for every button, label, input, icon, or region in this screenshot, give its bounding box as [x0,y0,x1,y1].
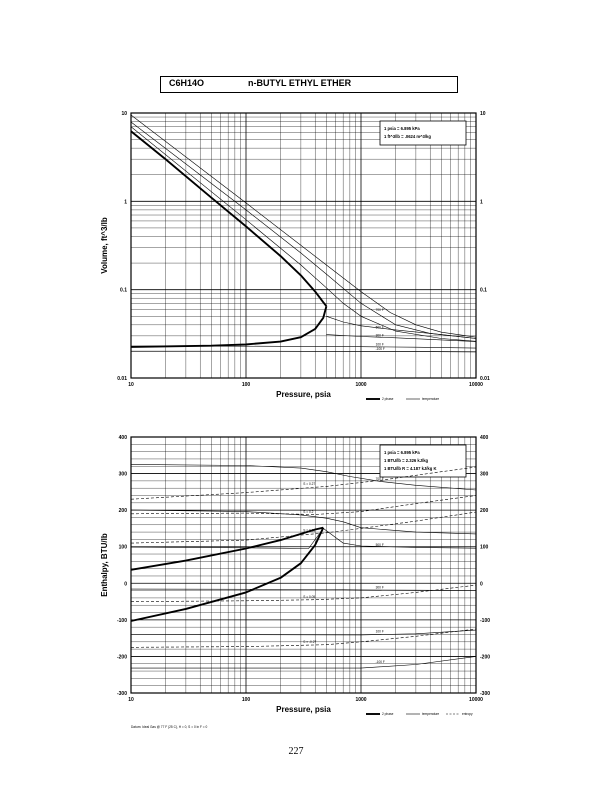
y-axis-label: Enthalpy, BTU/lb [100,533,109,597]
isotherm-label: 500 F [376,543,384,547]
entropy-label: S = 0.27 [303,482,315,486]
y-tick-label: 200 [119,508,128,514]
x-tick-label: 10000 [469,697,483,703]
y-tick-label: 0.01 [117,376,127,382]
isotherm-line [130,509,477,535]
isotherm-line [326,334,477,342]
x-tick-label: 10 [128,382,134,388]
isotherm-line [130,464,477,491]
y-tick-label-right: 400 [480,435,489,441]
x-tick-label: 10000 [469,382,483,388]
isotherm-line [130,121,477,339]
two-phase-liquid-line [130,527,325,622]
isotherm-line [131,656,477,669]
two-phase-vapor-line [130,526,324,571]
y-tick-label-right: 200 [480,508,489,514]
footnote: Datum: Ideal Gas @ 77 F (25 C), H = 0, S… [131,725,208,729]
title-box: C6H14O n-BUTYL ETHYL ETHER [160,76,458,93]
y-tick-label-right: 10 [480,111,486,117]
y-tick-label: 400 [119,435,128,441]
entropy-line [130,466,477,500]
isotherm-line [131,350,477,353]
entropy-label: S = 0.05 [303,595,315,599]
legend-entry: 2 phase [382,712,394,716]
entropy-line [130,584,477,602]
y-tick-label: 100 [119,545,128,551]
y-tick-label-right: 300 [480,472,489,478]
y-tick-label-right: 1 [480,199,483,205]
entropy-line [130,511,477,544]
conversion-text: 1 BTU/lb = 2.326 kJ/kg [384,458,429,463]
entropy-line [130,495,477,515]
isotherm-label: 700 F [376,477,384,481]
y-tick-label: 0.1 [120,288,127,294]
plot-frame [130,112,477,379]
isotherm-label: 300 F [376,333,384,337]
isotherm-line [130,629,477,636]
isotherm-label: 300 F [376,586,384,590]
legend-entry: 2 phase [382,397,394,401]
y-tick-label: -300 [117,691,127,697]
conversion-box [379,120,467,146]
legend-entry: entropy [462,712,473,716]
isotherm-label: -100 F [376,660,385,664]
x-axis-label: Pressure, psia [276,390,331,399]
y-tick-label: -200 [117,654,127,660]
page-number: 227 [288,746,304,757]
isotherm-label: 500 F [376,325,384,329]
y-tick-label: 1 [124,199,127,205]
entropy-label: S = -0.27 [303,640,316,644]
isotherm-line [130,114,477,338]
x-tick-label: 1000 [355,697,366,703]
chart-1-plot [130,112,477,400]
y-tick-label-right: 100 [480,545,489,551]
y-tick-label-right: -300 [480,691,490,697]
conversion-text: 1 ft^3/lb = .0624 m^3/kg [384,134,431,139]
y-tick-label: -100 [117,618,127,624]
entropy-label: S = 0.2 [303,510,313,514]
compound-formula: C6H14O [169,78,205,88]
isotherm-line [326,316,477,339]
conversion-text: 1 BTU/lb R = 4.187 kJ/kg K [384,466,436,471]
x-tick-label: 10 [128,697,134,703]
x-axis-label: Pressure, psia [276,705,331,714]
y-tick-label-right: 0 [480,581,483,587]
y-tick-label: 10 [121,111,127,117]
isotherm-line [130,588,477,591]
conversion-box [379,444,467,478]
two-phase-vapor-line [130,130,328,307]
conversion-text: 1 psia = 6.895 kPa [384,450,420,455]
two-phase-liquid-line [130,305,328,348]
isotherm-label: 100 F [376,343,384,347]
y-tick-label-right: 0.01 [480,376,490,382]
compound-name: n-BUTYL ETHYL ETHER [248,78,352,88]
entropy-line [130,628,477,648]
legend-entry: temperature [422,712,439,716]
x-tick-label: 100 [242,382,251,388]
y-tick-label-right: -200 [480,654,490,660]
y-tick-label-right: -100 [480,618,490,624]
legend-entry: temperature [422,397,439,401]
conversion-text: 1 psia = 6.895 kPa [384,126,420,131]
y-tick-label-right: 0.1 [480,288,487,294]
entropy-label: S = 0.15 [303,528,315,532]
y-tick-label: 300 [119,472,128,478]
chart-2-plot [130,436,477,715]
x-tick-label: 100 [242,697,251,703]
y-tick-label: 0 [124,581,127,587]
isotherm-label: 100 F [376,629,384,633]
plot-frame [130,436,477,694]
isotherm-line [130,126,477,342]
x-tick-label: 1000 [355,382,366,388]
isotherm-label: -100 F [376,347,385,351]
isotherm-label: 700 F [376,308,384,312]
y-axis-label: Volume, ft^3/lb [100,217,109,274]
